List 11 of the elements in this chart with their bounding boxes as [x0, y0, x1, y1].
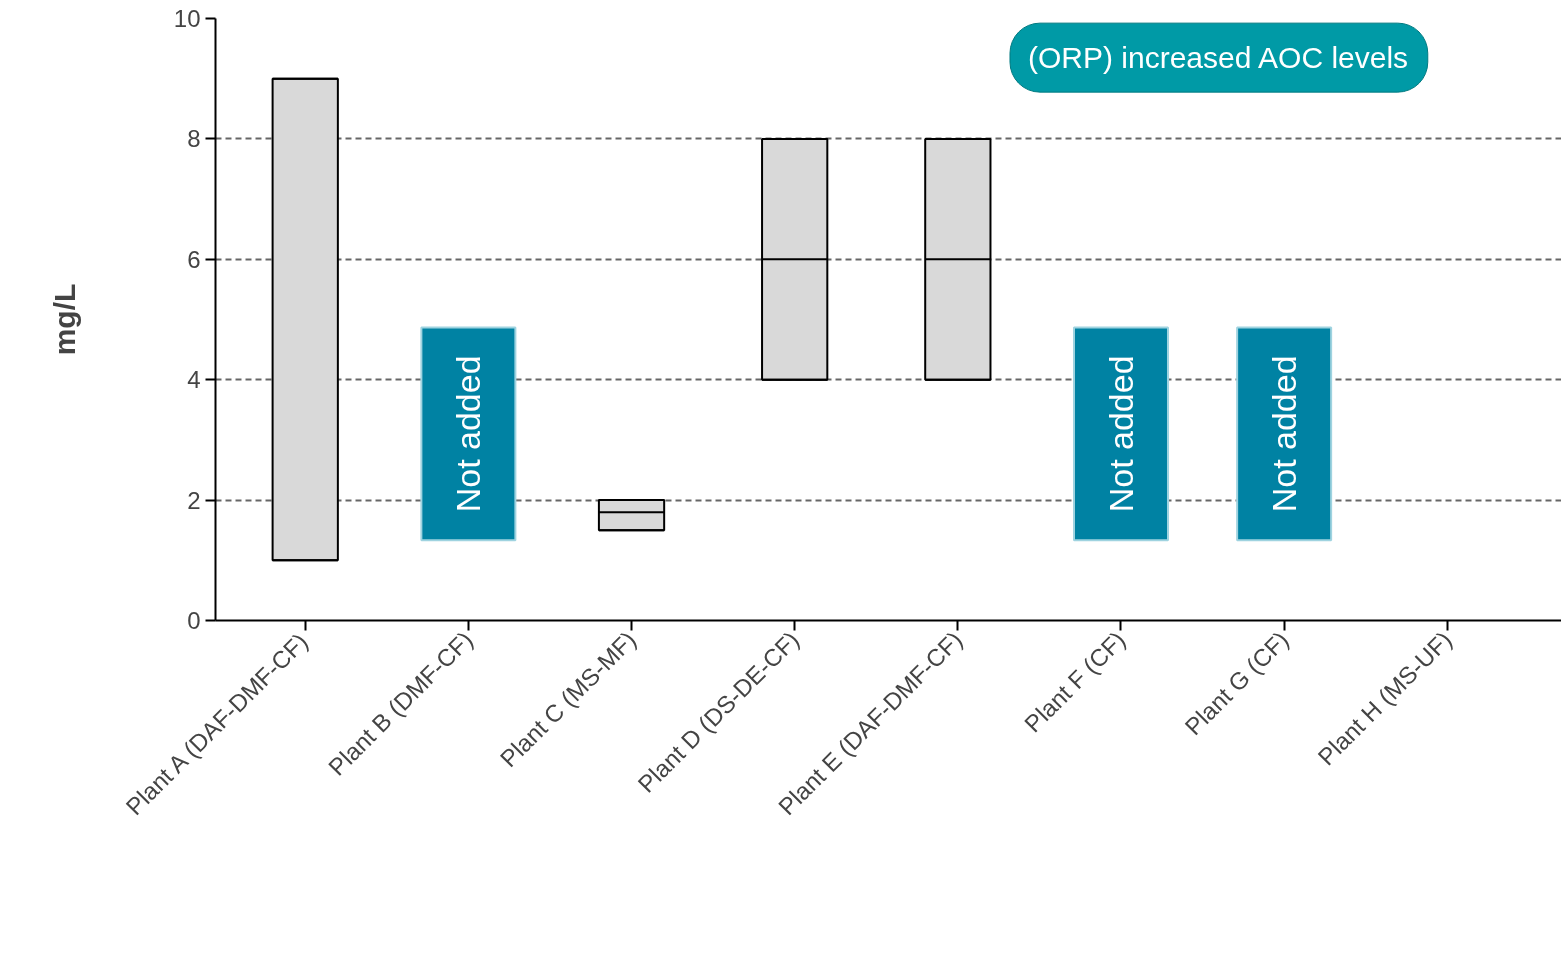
annotation: (ORP) increased AOC levels — [1027, 41, 1409, 75]
y-tick-label: 10 — [173, 5, 201, 32]
y-tick-label: 2 — [187, 486, 201, 514]
annotation: Not added — [449, 355, 488, 513]
y-tick-label: 4 — [187, 366, 201, 394]
annotation: Not added — [1101, 355, 1140, 513]
y-tick-label: 8 — [187, 125, 201, 153]
annotation: Not added — [1265, 355, 1304, 513]
y-axis-title: mg/L — [47, 283, 81, 356]
y-tick-label: 6 — [187, 245, 201, 273]
y-tick-label: 0 — [187, 607, 201, 634]
